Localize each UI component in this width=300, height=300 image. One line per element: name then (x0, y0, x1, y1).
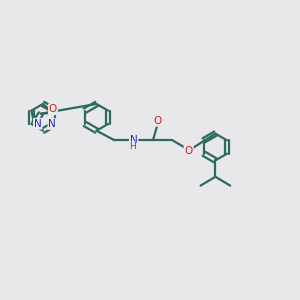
Text: O: O (153, 116, 162, 126)
Text: H: H (129, 142, 136, 151)
Text: N: N (34, 119, 42, 129)
Text: N: N (130, 135, 137, 145)
Text: O: O (184, 146, 193, 156)
Text: O: O (49, 104, 57, 114)
Text: N: N (48, 119, 56, 129)
